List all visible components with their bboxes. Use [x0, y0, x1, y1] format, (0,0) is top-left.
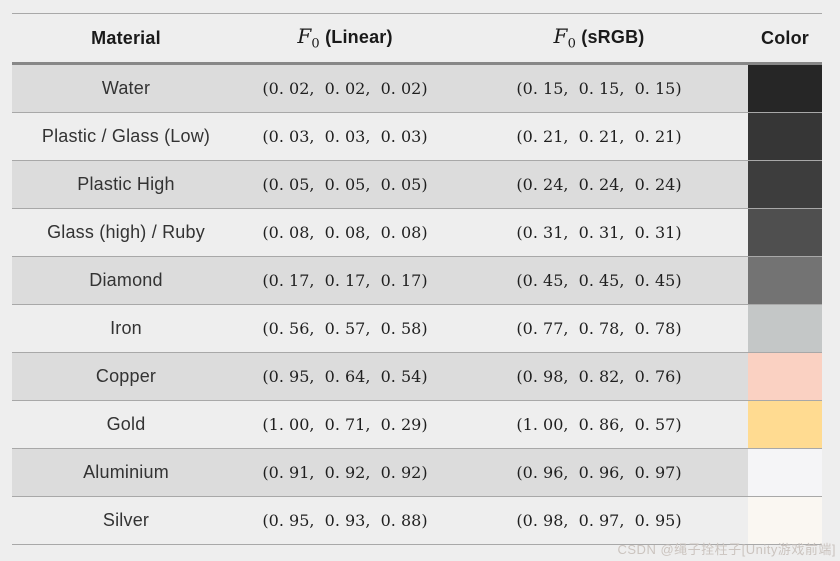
col-header-f0-srgb: F0 (sRGB): [450, 13, 748, 65]
table-row: Iron (0. 56, 0. 57, 0. 58) (0. 77, 0. 78…: [12, 304, 822, 353]
header-row: Material F0 (Linear) F0 (sRGB) Color: [12, 13, 822, 65]
col-header-f0-linear: F0 (Linear): [240, 13, 450, 65]
f0-srgb-cell: (1. 00, 0. 86, 0. 57): [450, 400, 748, 449]
f0-linear-cell: (0. 02, 0. 02, 0. 02): [240, 63, 450, 113]
f0-subscript: 0: [311, 36, 320, 52]
color-swatch: [748, 352, 822, 401]
color-swatch: [748, 63, 822, 113]
table-row: Plastic High (0. 05, 0. 05, 0. 05) (0. 2…: [12, 160, 822, 209]
color-swatch: [748, 256, 822, 305]
f0-linear-cell: (0. 56, 0. 57, 0. 58): [240, 304, 450, 353]
color-swatch: [748, 400, 822, 449]
color-swatch: [748, 448, 822, 497]
col-header-material: Material: [12, 13, 240, 65]
color-swatch: [748, 496, 822, 545]
table-row: Aluminium (0. 91, 0. 92, 0. 92) (0. 96, …: [12, 448, 822, 497]
f0-srgb-cell: (0. 45, 0. 45, 0. 45): [450, 256, 748, 305]
f0-srgb-cell: (0. 98, 0. 97, 0. 95): [450, 496, 748, 545]
table-row: Silver (0. 95, 0. 93, 0. 88) (0. 98, 0. …: [12, 496, 822, 545]
header-label: Material: [91, 27, 161, 48]
f0-symbol: F: [297, 24, 312, 49]
f0-srgb-cell: (0. 77, 0. 78, 0. 78): [450, 304, 748, 353]
f0-symbol: F: [553, 24, 568, 49]
table-row: Copper (0. 95, 0. 64, 0. 54) (0. 98, 0. …: [12, 352, 822, 401]
material-cell: Iron: [12, 304, 240, 353]
f0-linear-cell: (0. 95, 0. 64, 0. 54): [240, 352, 450, 401]
f0-linear-cell: (0. 95, 0. 93, 0. 88): [240, 496, 450, 545]
color-swatch: [748, 304, 822, 353]
material-cell: Gold: [12, 400, 240, 449]
f0-linear-cell: (0. 03, 0. 03, 0. 03): [240, 112, 450, 161]
f0-srgb-cell: (0. 31, 0. 31, 0. 31): [450, 208, 748, 257]
table-row: Water (0. 02, 0. 02, 0. 02) (0. 15, 0. 1…: [12, 63, 822, 113]
table-row: Glass (high) / Ruby (0. 08, 0. 08, 0. 08…: [12, 208, 822, 257]
f0-linear-cell: (0. 91, 0. 92, 0. 92): [240, 448, 450, 497]
f0-linear-cell: (0. 08, 0. 08, 0. 08): [240, 208, 450, 257]
f0-srgb-cell: (0. 98, 0. 82, 0. 76): [450, 352, 748, 401]
header-label: (Linear): [319, 27, 393, 48]
f0-linear-cell: (0. 05, 0. 05, 0. 05): [240, 160, 450, 209]
csdn-watermark: CSDN @绳子拴柱子[Unity游戏前端]: [617, 542, 836, 557]
table-row: Diamond (0. 17, 0. 17, 0. 17) (0. 45, 0.…: [12, 256, 822, 305]
material-cell: Plastic High: [12, 160, 240, 209]
material-cell: Aluminium: [12, 448, 240, 497]
f0-linear-cell: (0. 17, 0. 17, 0. 17): [240, 256, 450, 305]
col-header-color: Color: [748, 13, 822, 65]
materials-f0-table: Material F0 (Linear) F0 (sRGB) Color Wat…: [12, 13, 822, 545]
f0-srgb-cell: (0. 96, 0. 96, 0. 97): [450, 448, 748, 497]
f0-srgb-cell: (0. 24, 0. 24, 0. 24): [450, 160, 748, 209]
f0-srgb-cell: (0. 21, 0. 21, 0. 21): [450, 112, 748, 161]
material-cell: Glass (high) / Ruby: [12, 208, 240, 257]
material-cell: Water: [12, 63, 240, 113]
table-row: Gold (1. 00, 0. 71, 0. 29) (1. 00, 0. 86…: [12, 400, 822, 449]
material-cell: Diamond: [12, 256, 240, 305]
header-label: (sRGB): [576, 27, 645, 48]
f0-subscript: 0: [567, 36, 577, 52]
f0-linear-cell: (1. 00, 0. 71, 0. 29): [240, 400, 450, 449]
table-row: Plastic / Glass (Low) (0. 03, 0. 03, 0. …: [12, 112, 822, 161]
material-cell: Silver: [12, 496, 240, 545]
color-swatch: [748, 160, 822, 209]
color-swatch: [748, 208, 822, 257]
material-cell: Copper: [12, 352, 240, 401]
f0-srgb-cell: (0. 15, 0. 15, 0. 15): [450, 63, 748, 113]
color-swatch: [748, 112, 822, 161]
header-label: Color: [761, 27, 809, 48]
material-cell: Plastic / Glass (Low): [12, 112, 240, 161]
